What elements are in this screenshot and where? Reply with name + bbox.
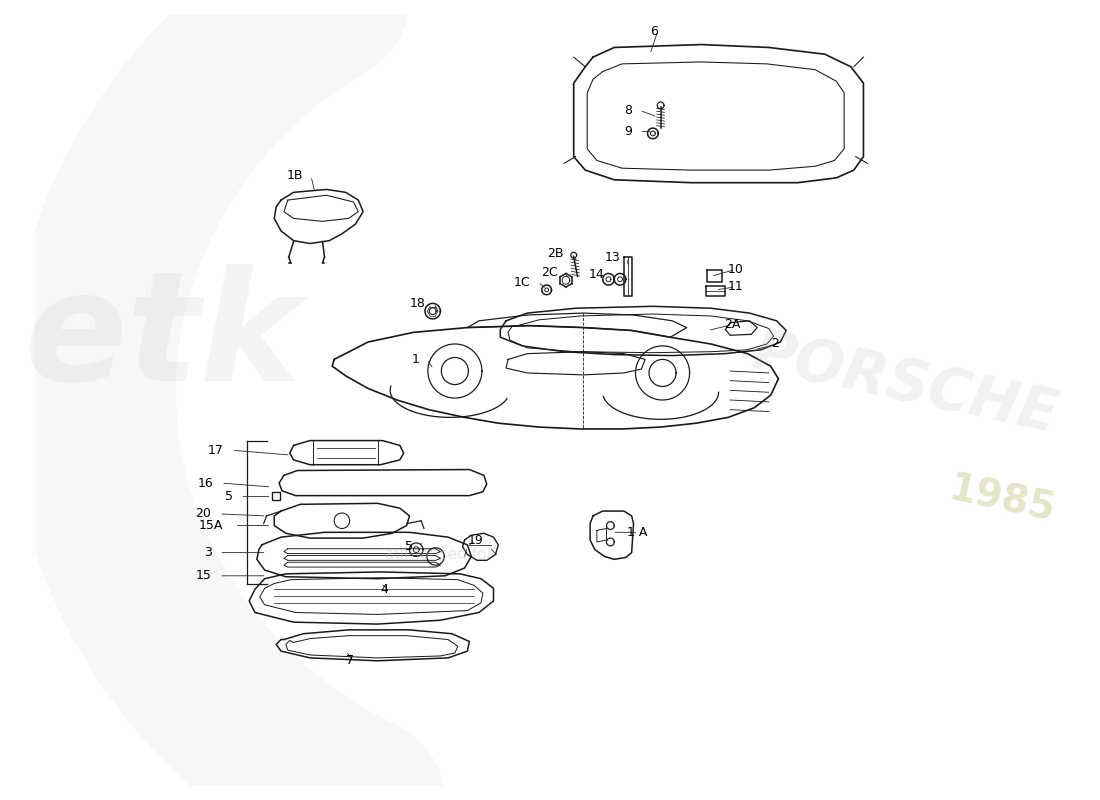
Text: 5: 5 [406, 540, 414, 554]
Text: 8: 8 [624, 104, 631, 117]
Text: 1B: 1B [287, 170, 304, 182]
Text: 3: 3 [204, 546, 211, 559]
Text: 14: 14 [588, 268, 605, 281]
Text: authorised for: authorised for [385, 547, 493, 562]
Text: 16: 16 [198, 477, 213, 490]
Text: 11: 11 [727, 281, 742, 294]
Text: 15A: 15A [199, 519, 223, 532]
Text: 1: 1 [411, 353, 419, 366]
Text: 7: 7 [345, 654, 354, 667]
Text: 10: 10 [727, 263, 744, 276]
Text: 4: 4 [381, 583, 388, 596]
Text: 20: 20 [196, 507, 211, 521]
Text: 2B: 2B [548, 246, 564, 260]
Text: 1985: 1985 [945, 470, 1058, 530]
Text: 19: 19 [468, 534, 483, 546]
Text: 1C: 1C [514, 276, 530, 289]
Text: 2: 2 [771, 338, 779, 350]
Text: 5: 5 [224, 490, 233, 503]
Text: 15: 15 [196, 570, 211, 582]
Text: 18: 18 [410, 297, 426, 310]
Text: 2A: 2A [725, 318, 740, 331]
Text: 17: 17 [208, 444, 224, 457]
Text: etk: etk [23, 264, 301, 413]
Text: 9: 9 [624, 125, 631, 138]
Text: 13: 13 [604, 250, 620, 263]
Text: 6: 6 [650, 25, 658, 38]
Text: PORSCHE: PORSCHE [748, 324, 1064, 445]
Text: 2C: 2C [540, 266, 558, 279]
Text: 1 A: 1 A [627, 526, 647, 539]
